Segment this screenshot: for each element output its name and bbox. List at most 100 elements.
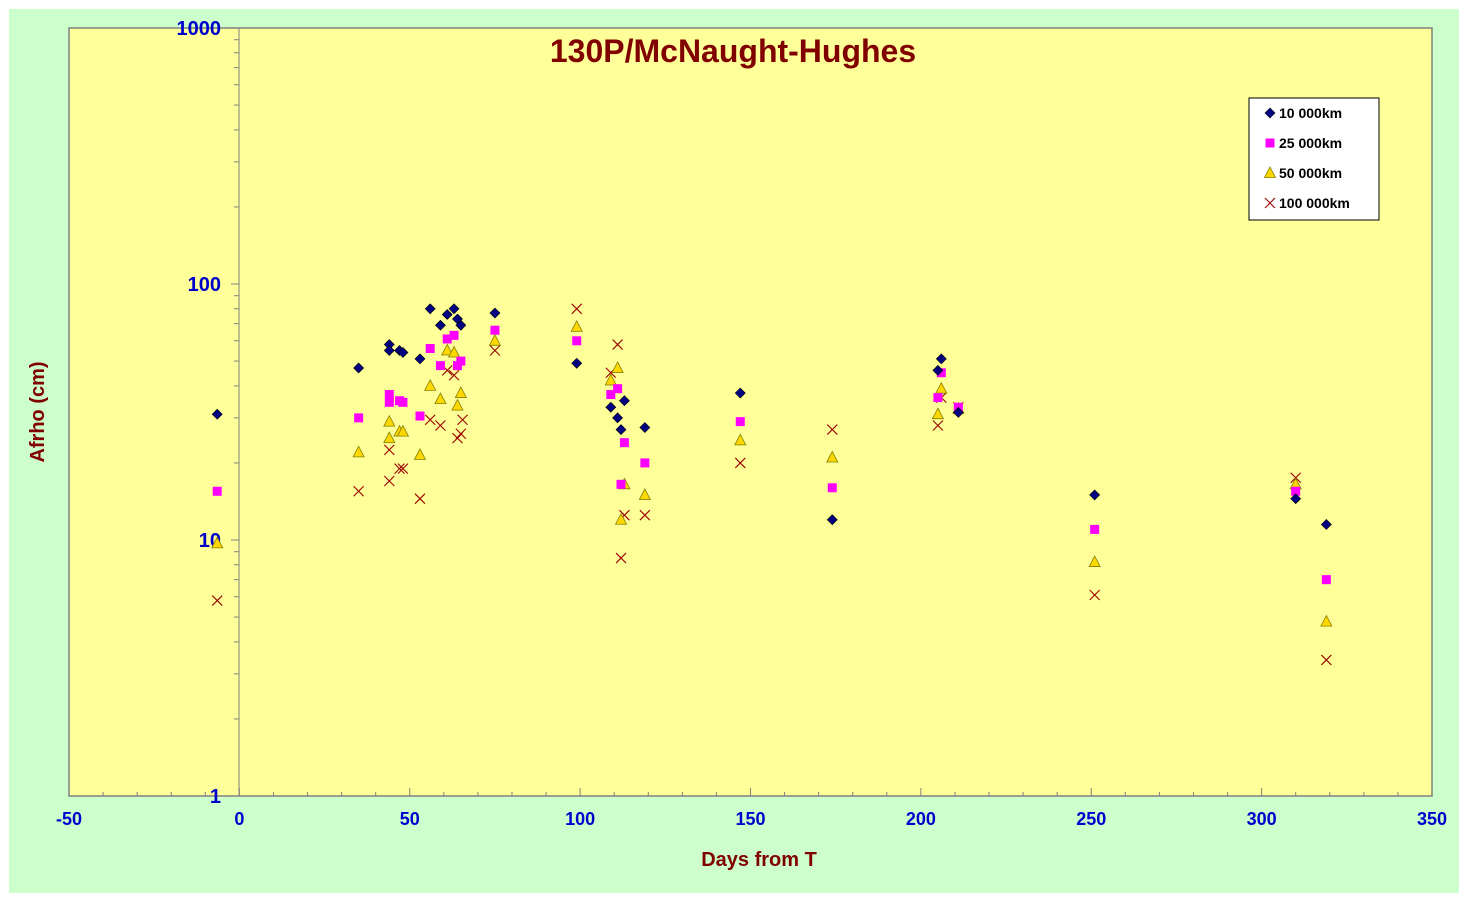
data-point <box>570 320 583 332</box>
data-point <box>826 514 838 526</box>
series-x <box>211 303 1332 666</box>
data-point <box>441 309 453 320</box>
data-point <box>618 395 630 407</box>
data-point <box>424 414 436 426</box>
data-point <box>414 353 426 365</box>
data-point <box>488 333 502 346</box>
data-point <box>435 420 446 431</box>
data-point <box>616 479 626 489</box>
legend-items: 10 000km 25 000km 50 000km 100 000km <box>1263 105 1350 211</box>
data-point <box>639 509 651 521</box>
legend-label: 25 000km <box>1279 135 1342 151</box>
data-point <box>1090 524 1100 534</box>
data-point <box>448 303 460 315</box>
data-point <box>571 303 583 315</box>
data-point <box>413 448 427 460</box>
data-point <box>383 414 396 427</box>
chart-frame: 1 10 100 1000 -50 0 50 100 150 200 250 300 350 130P… <box>9 9 1459 893</box>
chart-title: 130P/McNaught-Hughes <box>550 33 916 69</box>
data-point <box>394 463 405 475</box>
x-tick-label: 250 <box>1076 809 1106 829</box>
legend-label: 10 000km <box>1279 105 1342 121</box>
data-point <box>605 401 617 413</box>
data-point <box>490 325 500 335</box>
data-point <box>424 303 436 315</box>
data-point <box>1290 493 1302 505</box>
data-point <box>639 422 651 433</box>
data-point <box>571 357 583 369</box>
data-point <box>604 373 617 386</box>
data-point <box>383 345 395 356</box>
data-point <box>211 536 224 549</box>
data-point <box>455 319 467 331</box>
data-point <box>435 361 445 371</box>
data-point <box>932 364 944 376</box>
data-point <box>640 458 650 468</box>
data-point <box>572 336 582 346</box>
data-point <box>211 595 223 606</box>
x-tick-label: 50 <box>400 809 420 829</box>
y-axis-label: Afrho (cm) <box>27 361 49 462</box>
data-point <box>735 417 745 427</box>
data-point <box>415 411 425 421</box>
data-point <box>383 475 395 487</box>
data-point <box>734 433 747 446</box>
legend-marker <box>1264 197 1276 209</box>
plot-area <box>68 27 1433 797</box>
data-point <box>353 485 365 497</box>
data-point <box>1088 555 1101 567</box>
legend-marker <box>1264 107 1276 119</box>
data-point <box>447 345 461 358</box>
data-point <box>454 386 468 398</box>
data-point <box>384 390 394 400</box>
data-point <box>489 307 501 319</box>
y-tick-label: 100 <box>188 274 221 296</box>
data-point <box>449 330 459 340</box>
x-tick-label: 350 <box>1417 809 1447 829</box>
data-point <box>612 339 623 350</box>
data-point <box>383 431 396 444</box>
data-point <box>384 397 394 407</box>
data-point <box>397 347 409 358</box>
data-point <box>1320 654 1332 666</box>
y-minor-ticks <box>231 27 239 797</box>
data-point <box>452 432 463 444</box>
data-point <box>615 424 627 435</box>
x-tick-label: 150 <box>735 809 765 829</box>
data-point <box>614 512 628 525</box>
data-point <box>455 428 467 440</box>
legend-label: 100 000km <box>1279 195 1350 211</box>
x-tick-label: -50 <box>56 809 82 829</box>
data-point <box>611 361 624 373</box>
y-tick-label: 1 <box>210 786 221 808</box>
data-point <box>212 486 222 496</box>
data-point <box>414 493 426 505</box>
data-point <box>932 420 944 431</box>
x-tick-label: 300 <box>1247 809 1277 829</box>
data-point <box>352 445 365 458</box>
data-point <box>383 444 395 456</box>
data-point <box>826 424 838 435</box>
x-tick-label: 100 <box>565 809 595 829</box>
data-point <box>396 424 410 437</box>
legend-marker <box>1263 166 1277 178</box>
data-point <box>1089 489 1101 501</box>
data-point <box>489 345 501 356</box>
data-point <box>398 397 408 407</box>
legend-label: 50 000km <box>1279 165 1342 181</box>
data-point <box>615 552 627 564</box>
legend-marker <box>1265 138 1275 148</box>
data-point <box>935 353 947 365</box>
data-point <box>933 393 943 403</box>
x-axis-label: Days from T <box>701 849 817 871</box>
data-point <box>397 463 409 475</box>
x-tick-labels: -50 0 50 100 150 200 250 300 350 <box>56 809 1447 829</box>
x-minor-ticks <box>68 788 1433 796</box>
x-tick-label: 200 <box>906 809 936 829</box>
data-point <box>952 407 964 418</box>
data-point <box>1320 614 1333 627</box>
data-point <box>353 362 365 374</box>
data-point <box>613 384 623 394</box>
